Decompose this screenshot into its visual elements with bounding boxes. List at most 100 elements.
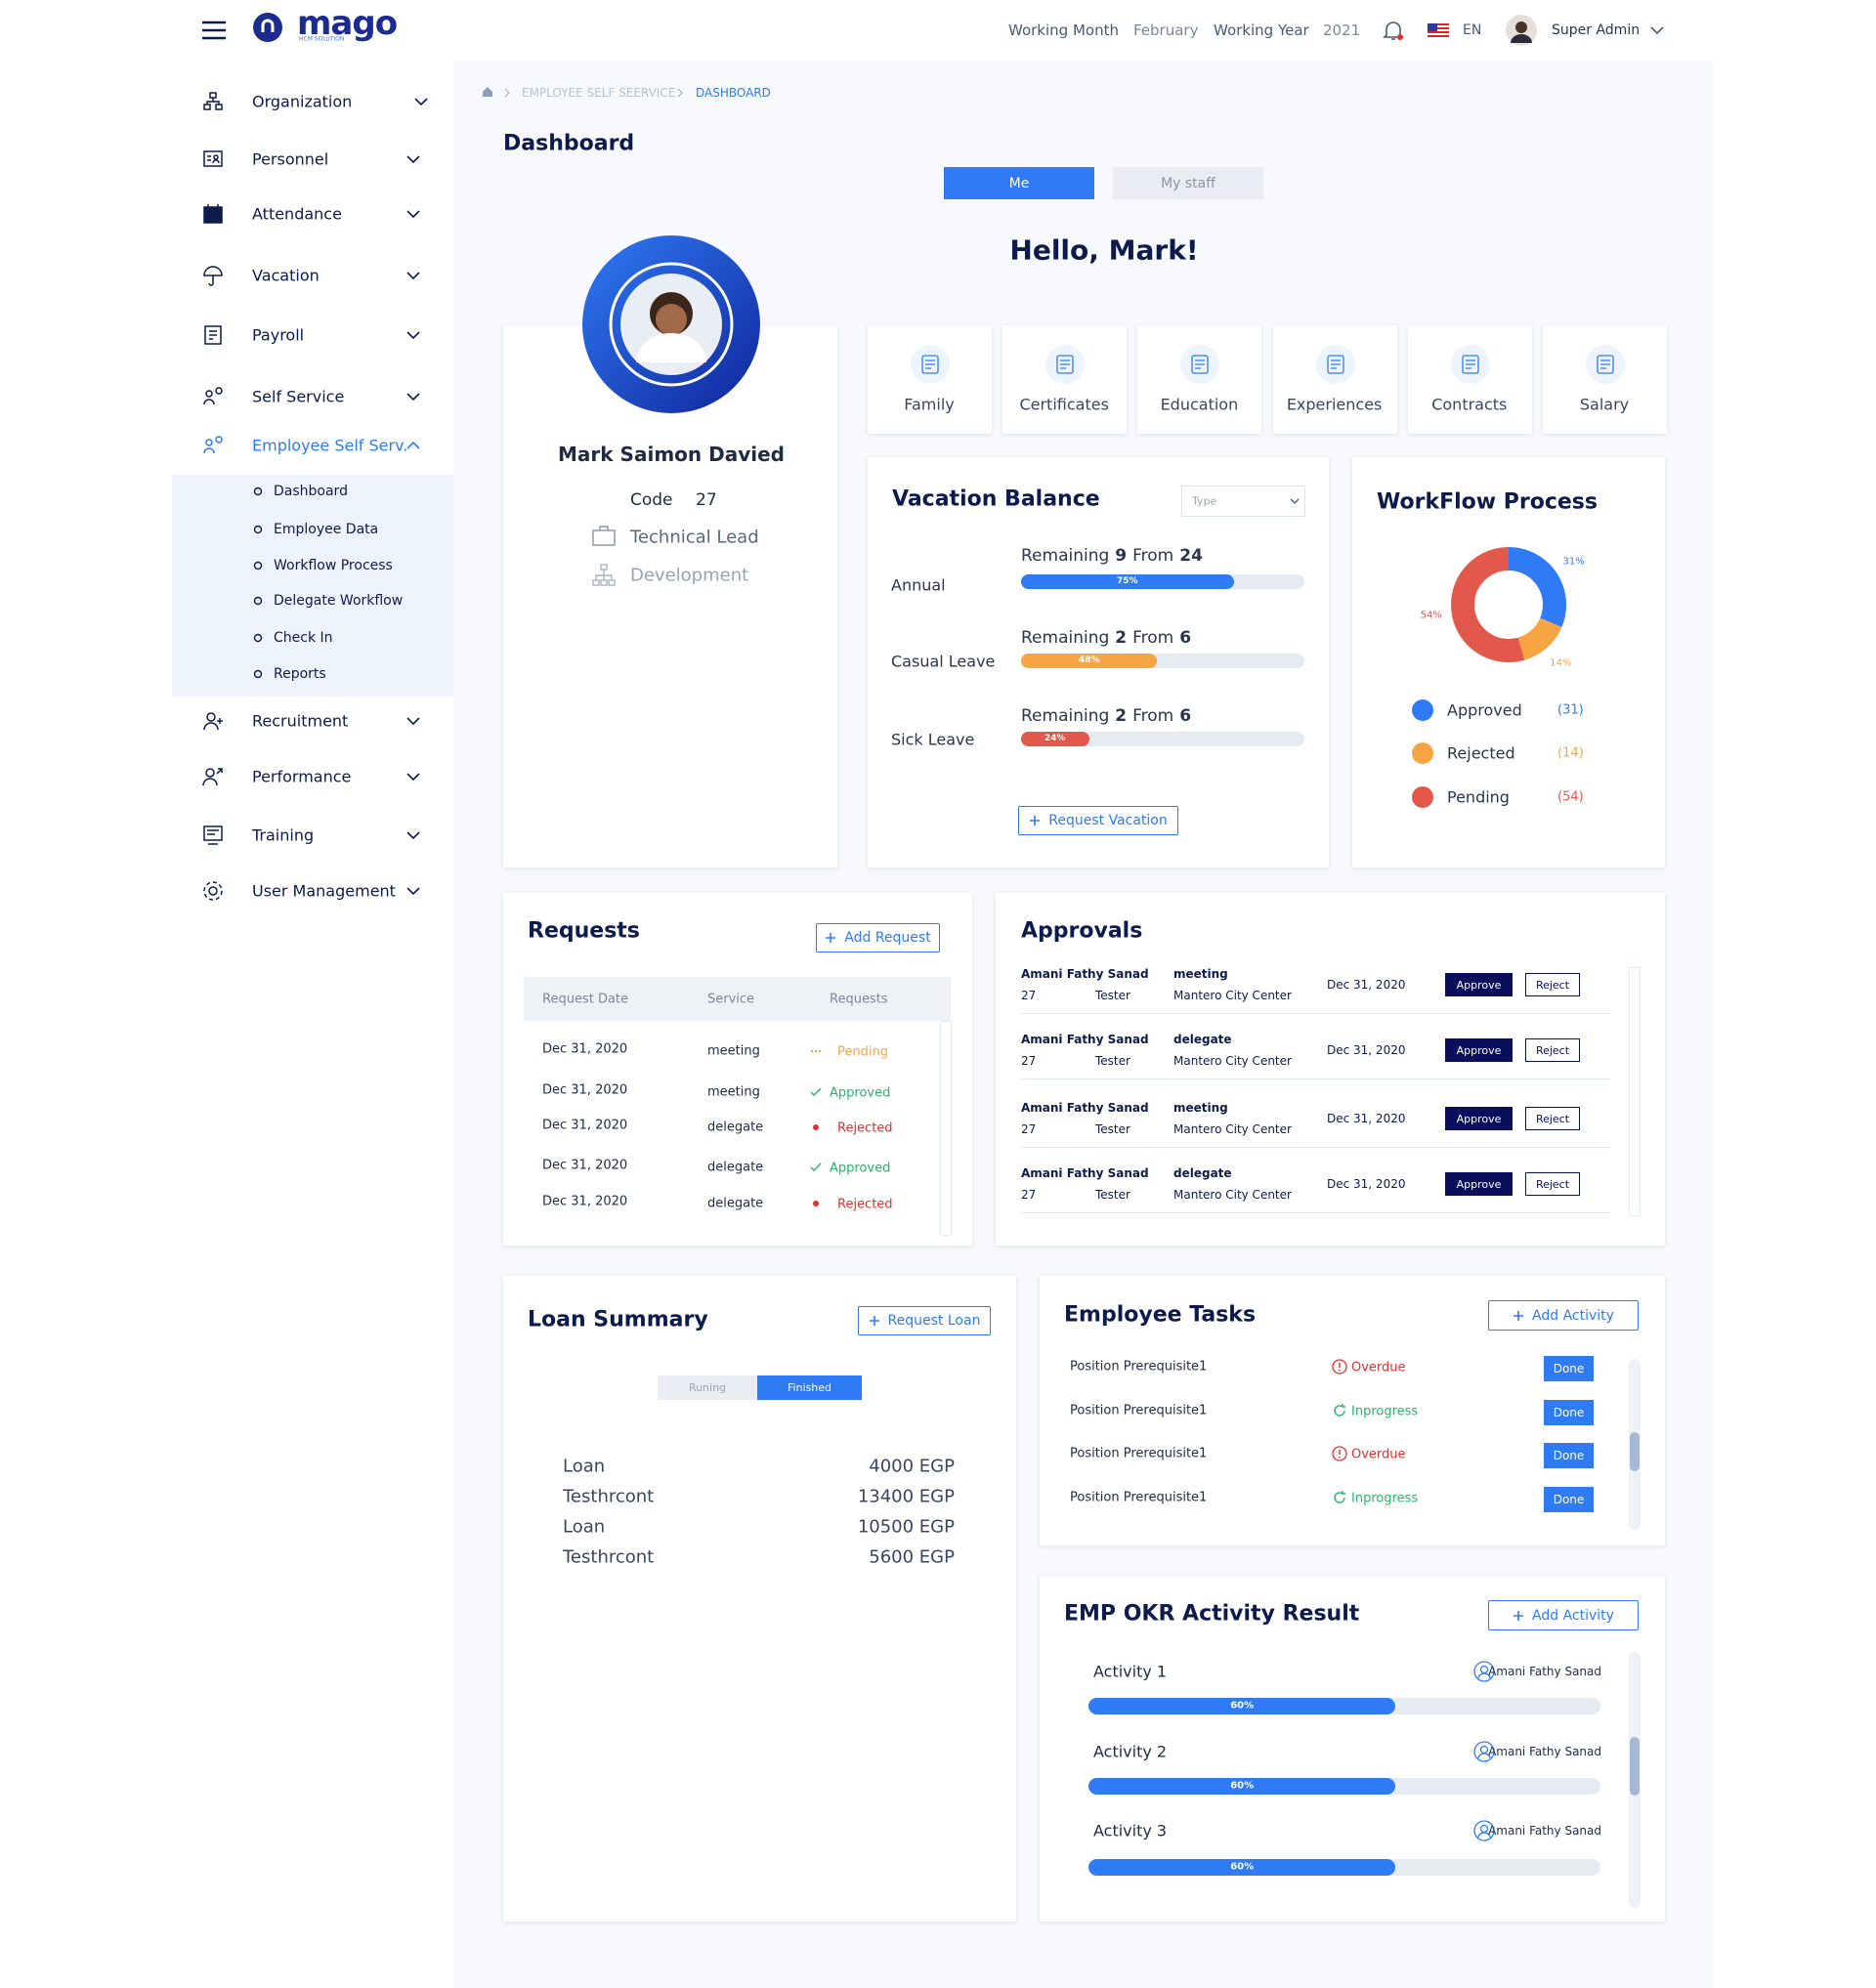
done-button[interactable]: Done [1544,1356,1594,1381]
menu-chevron [406,887,420,896]
add-request-button[interactable]: Add Request [816,923,940,952]
menu-item[interactable]: Organization [252,92,353,111]
request-status: Rejected [837,1121,893,1136]
add-activity-button[interactable]: Add Activity [1488,1300,1639,1331]
shortcut-tile[interactable]: Family [868,325,992,434]
approval-date: Dec 31, 2020 [1327,1112,1406,1125]
icon-shape [1030,816,1041,825]
approval-date: Dec 31, 2020 [1327,1043,1406,1057]
reject-button[interactable]: Reject [1525,973,1580,996]
remaining-part: 9 [1115,546,1128,566]
task-status: Overdue [1351,1447,1406,1462]
task-name: Position Prerequisite1 [1070,1359,1208,1375]
icon-shape [203,204,223,224]
status-icon [810,1087,822,1097]
submenu-item[interactable]: Reports [274,666,326,682]
logo-mark [253,13,282,42]
type-select[interactable]: Type [1181,486,1305,517]
remaining-part: 6 [1179,706,1192,726]
approve-button[interactable]: Approve [1445,1172,1513,1196]
icon-shape [1477,1753,1491,1759]
legend-name: Pending [1447,787,1510,807]
icon-shape [406,393,420,402]
approval-location: Mantero City Center [1173,989,1292,1002]
approver-role: Tester [1095,1188,1130,1202]
request-status: Rejected [837,1197,893,1212]
column-header: Request Date [542,992,629,1007]
progress-track: 60% [1088,1778,1600,1795]
person-icon [1473,1820,1495,1841]
request-loan-button[interactable]: Request Loan [858,1306,991,1335]
menu-item[interactable]: Attendance [252,204,342,224]
icon-shape [203,266,223,286]
progress-label: 75% [1116,576,1138,586]
button-label: Add Activity [1532,1607,1614,1624]
workflow-card: WorkFlow Process 31% Approved (31) 14% Reject… [1352,457,1665,867]
loan-tab[interactable]: Finished [757,1375,862,1400]
icon-shape [1479,1665,1489,1674]
card-title: Requests [528,918,640,944]
submenu-item[interactable]: Workflow Process [274,558,393,573]
icon-shape [205,768,215,778]
menu-item[interactable]: Payroll [252,325,305,345]
menu-item[interactable]: Recruitment [252,711,349,731]
leave-type: Sick Leave [891,730,975,749]
user-name: Super Admin [1552,22,1641,38]
shortcut-tile[interactable]: Education [1137,325,1262,434]
card-title: EMP OKR Activity Result [1064,1601,1360,1627]
approve-button[interactable]: Approve [1445,973,1513,996]
menu-item[interactable]: Employee Self Serv. [252,436,408,455]
add-activity-button[interactable]: Add Activity [1488,1600,1639,1630]
icon-shape [261,19,275,32]
icon-shape [202,768,223,786]
shortcut-tile[interactable]: Experiences [1272,325,1397,434]
column-header: Requests [830,992,888,1007]
tab[interactable]: My staff [1113,167,1263,199]
shortcut-tile[interactable]: Certificates [1002,325,1128,434]
icon-shape [203,399,215,405]
activity-person: Amani Fathy Sanad [1488,1745,1601,1758]
submenu-item[interactable]: Employee Data [274,522,379,537]
icon-shape [810,1163,822,1172]
approve-button[interactable]: Approve [1445,1107,1513,1130]
request-vacation-button[interactable]: Request Vacation [1018,806,1178,835]
menu-icon [203,436,223,454]
approve-button[interactable]: Approve [1445,1038,1513,1062]
shortcut-tile[interactable]: Salary [1543,325,1667,434]
loan-amount: 5600 EGP [869,1546,955,1568]
icon-shape [253,486,263,496]
submenu-item[interactable]: Delegate Workflow [274,593,404,609]
submenu-item[interactable]: Check In [274,630,333,646]
activity-name: Activity 2 [1093,1742,1168,1761]
status-icon [811,1050,821,1052]
tab[interactable]: Me [944,167,1094,199]
reject-button[interactable]: Reject [1525,1107,1580,1130]
menu-item[interactable]: Self Service [252,387,345,406]
done-button[interactable]: Done [1544,1487,1594,1512]
icon-shape [600,579,608,586]
submenu-background [172,475,453,697]
done-button[interactable]: Done [1544,1400,1594,1425]
done-button[interactable]: Done [1544,1443,1594,1468]
submenu-bullet [253,561,263,571]
menu-item[interactable]: User Management [252,881,396,901]
submenu-item[interactable]: Dashboard [274,484,348,499]
submenu-bullet [253,525,263,534]
profile-name: Mark Saimon Davied [558,443,785,466]
reject-button[interactable]: Reject [1525,1172,1580,1196]
language: EN [1463,22,1482,38]
reject-button[interactable]: Reject [1525,1038,1580,1062]
menu-item[interactable]: Personnel [252,149,329,169]
menu-item[interactable]: Performance [252,767,352,786]
menu-item[interactable]: Vacation [252,266,320,285]
menu-item[interactable]: Training [252,825,315,845]
task-status: Inprogress [1351,1404,1419,1419]
breadcrumb-item: EMPLOYEE SELF SEERVICE [522,86,676,100]
icon-shape [826,933,836,943]
icon-shape [203,712,223,731]
home-icon [483,87,492,97]
icon-shape [483,87,492,97]
remaining-text: Remaining 9 From 24 [1021,546,1203,566]
shortcut-tile[interactable]: Contracts [1407,325,1532,434]
loan-tab[interactable]: Runing [658,1375,757,1400]
